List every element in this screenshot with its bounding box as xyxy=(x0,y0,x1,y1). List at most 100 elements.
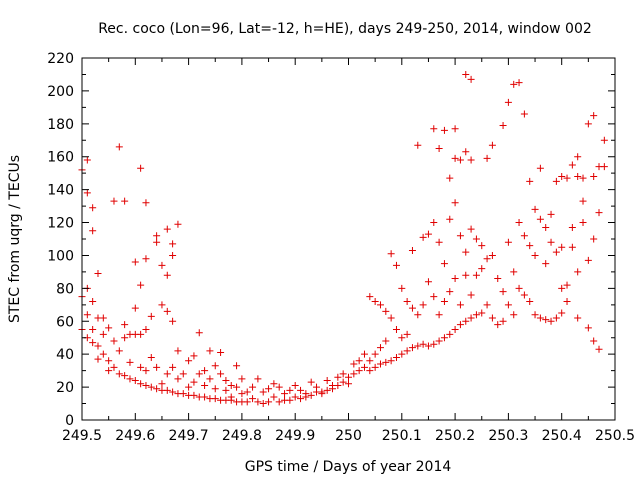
data-point xyxy=(169,240,177,248)
data-point xyxy=(568,161,576,169)
data-point xyxy=(595,345,603,353)
data-point xyxy=(440,260,448,268)
data-point xyxy=(595,209,603,217)
data-point xyxy=(158,380,166,388)
data-point xyxy=(376,301,384,309)
data-point xyxy=(451,326,459,333)
data-point xyxy=(174,220,182,228)
data-point xyxy=(158,261,166,269)
data-point xyxy=(483,255,491,263)
data-point xyxy=(435,311,443,319)
data-point xyxy=(472,235,480,243)
data-point xyxy=(462,271,470,279)
x-tick-label: 250.2 xyxy=(435,428,475,444)
data-point xyxy=(291,381,299,389)
data-point xyxy=(265,385,273,393)
data-point xyxy=(153,238,161,246)
data-point xyxy=(158,301,166,309)
data-point xyxy=(334,381,342,389)
data-point xyxy=(137,164,145,172)
data-point xyxy=(387,314,395,322)
y-tick-label: 160 xyxy=(47,150,74,166)
data-point xyxy=(536,314,544,322)
data-point xyxy=(488,251,496,259)
data-point xyxy=(201,381,209,389)
data-point xyxy=(329,385,337,393)
x-tick-label: 250.4 xyxy=(542,428,582,444)
data-point xyxy=(355,367,363,375)
data-point xyxy=(323,377,331,385)
data-point xyxy=(115,347,123,355)
data-point xyxy=(137,380,145,388)
x-axis-label: GPS time / Days of year 2014 xyxy=(245,459,452,475)
data-point xyxy=(446,288,454,296)
data-point xyxy=(163,386,171,394)
data-point xyxy=(147,383,155,391)
data-point xyxy=(110,197,118,205)
data-point xyxy=(355,357,363,365)
data-point xyxy=(163,370,171,378)
data-point xyxy=(286,386,294,394)
data-point xyxy=(430,219,438,227)
data-point xyxy=(408,344,416,352)
data-point xyxy=(345,380,352,388)
data-point xyxy=(526,177,534,185)
data-point xyxy=(190,378,198,386)
data-point xyxy=(291,393,299,401)
data-point xyxy=(99,314,107,322)
data-point xyxy=(467,225,475,233)
data-point xyxy=(249,383,257,391)
data-point xyxy=(568,243,576,251)
data-point xyxy=(302,393,310,401)
data-point xyxy=(414,311,422,319)
data-point xyxy=(408,247,416,255)
data-point xyxy=(563,174,571,182)
data-point xyxy=(371,350,379,358)
data-point xyxy=(424,342,432,350)
y-tick-label: 220 xyxy=(47,51,74,67)
data-point xyxy=(515,79,523,87)
data-point xyxy=(584,120,592,128)
data-point xyxy=(430,293,438,301)
data-point xyxy=(249,395,257,403)
data-point xyxy=(94,355,102,363)
data-point xyxy=(243,388,251,396)
data-point xyxy=(201,393,209,401)
data-point xyxy=(126,375,134,383)
data-point xyxy=(579,219,587,227)
data-point xyxy=(243,398,251,406)
data-point xyxy=(254,398,262,406)
data-point xyxy=(94,342,102,350)
data-point xyxy=(456,301,464,309)
data-point xyxy=(142,199,150,207)
data-point xyxy=(579,174,587,182)
data-point xyxy=(131,258,139,266)
data-point xyxy=(195,329,203,337)
data-point xyxy=(360,350,368,358)
data-point xyxy=(270,380,278,388)
data-point xyxy=(131,304,139,312)
data-point xyxy=(185,357,193,365)
data-point xyxy=(137,363,145,371)
x-tick-label: 250 xyxy=(335,428,362,444)
data-point xyxy=(270,393,278,401)
data-point xyxy=(558,309,566,317)
data-point xyxy=(169,363,177,371)
data-point xyxy=(590,337,598,345)
data-point xyxy=(105,357,113,365)
data-point xyxy=(510,80,518,88)
data-point xyxy=(542,316,550,324)
data-point xyxy=(424,278,432,286)
data-point xyxy=(494,274,502,282)
data-point xyxy=(451,199,459,207)
data-point xyxy=(584,256,592,264)
data-point xyxy=(110,363,118,371)
data-point xyxy=(456,321,464,329)
data-point xyxy=(446,215,454,223)
data-point xyxy=(142,381,150,389)
data-point xyxy=(350,370,358,378)
data-point xyxy=(387,357,395,365)
data-point xyxy=(419,340,427,348)
data-point xyxy=(398,334,406,342)
